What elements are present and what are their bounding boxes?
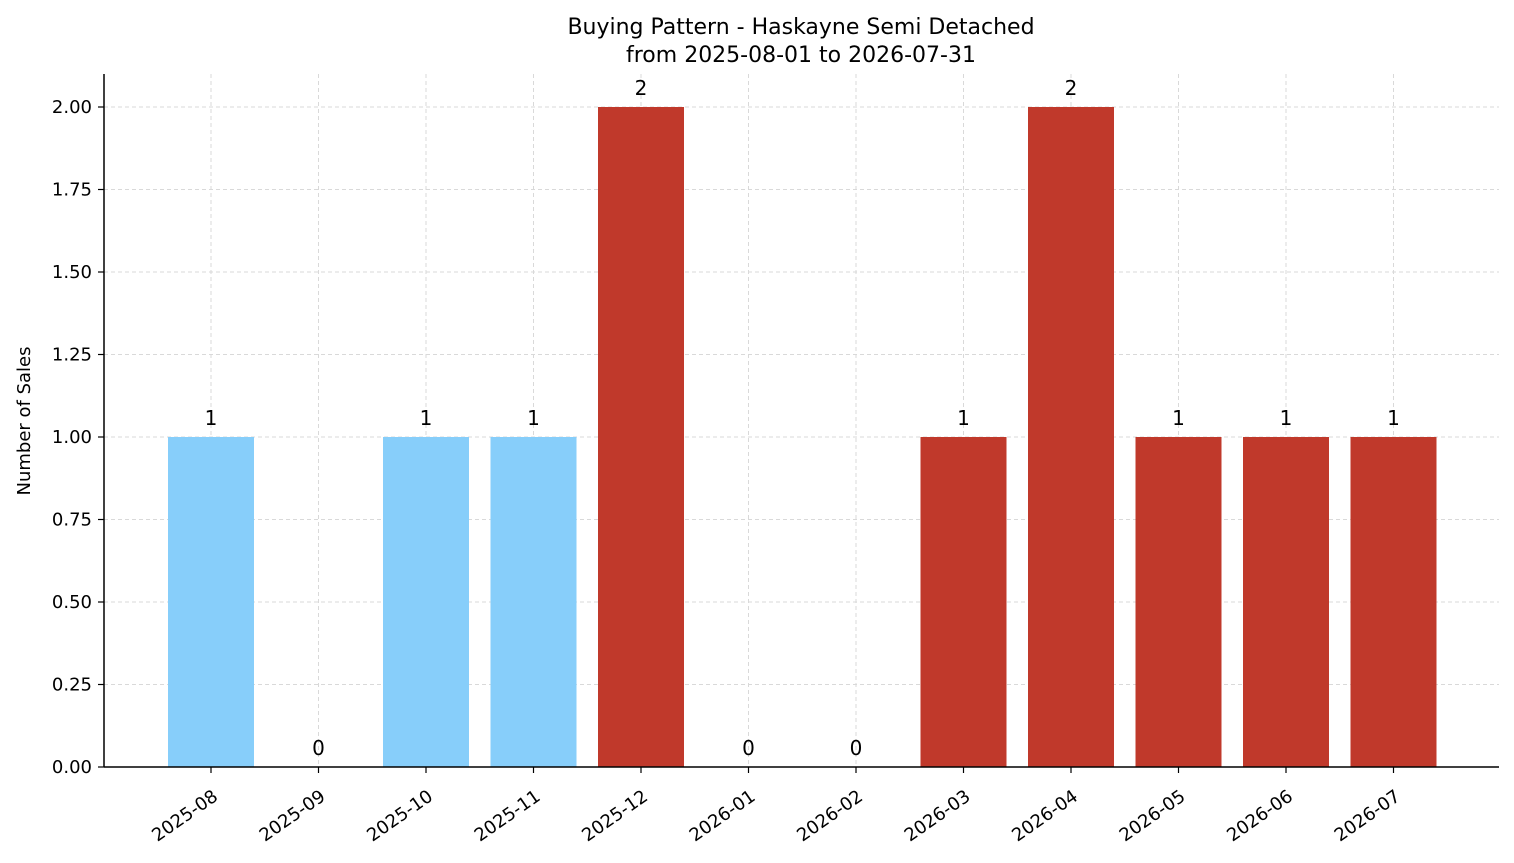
y-tick-label: 1.50: [52, 262, 92, 283]
x-tick-label: 2025-10: [363, 786, 437, 846]
x-tick-label: 2026-01: [686, 786, 760, 846]
bar-2025-11: [490, 437, 577, 767]
data-label-2025-08: 1: [205, 406, 218, 430]
bar-2026-07: [1350, 437, 1437, 767]
bar-2026-06: [1243, 437, 1329, 767]
x-tick-label: 2026-07: [1331, 786, 1405, 846]
data-label-2026-05: 1: [1172, 406, 1185, 430]
x-tick-label: 2025-08: [148, 786, 222, 846]
data-label-2025-11: 1: [527, 406, 540, 430]
data-label-2026-03: 1: [957, 406, 970, 430]
data-label-2026-04: 2: [1065, 76, 1078, 100]
bar-2025-08: [168, 437, 254, 767]
bar-2025-12: [598, 107, 684, 767]
y-tick-label: 1.00: [52, 427, 92, 448]
bars: [168, 107, 1437, 767]
y-ticks: 0.00 0.25 0.50 0.75 1.00 1.25 1.50 1.75 2.00: [52, 97, 104, 778]
data-labels: 1 0 1 1 2 0 0 1 2 1 1 1: [205, 76, 1400, 760]
y-axis-label: Number of Sales: [14, 346, 35, 495]
x-tick-label: 2026-05: [1116, 786, 1190, 846]
x-tick-label: 2026-06: [1223, 786, 1297, 846]
y-tick-label: 1.75: [52, 180, 92, 201]
chart-subtitle: from 2025-08-01 to 2026-07-31: [626, 43, 976, 68]
y-tick-label: 0.25: [52, 675, 92, 696]
y-tick-label: 0.75: [52, 510, 92, 531]
x-tick-label: 2025-12: [578, 786, 652, 846]
x-tick-label: 2025-11: [471, 786, 545, 846]
bar-2026-04: [1028, 107, 1114, 767]
data-label-2025-09: 0: [312, 736, 325, 760]
data-label-2026-06: 1: [1280, 406, 1293, 430]
x-tick-label: 2026-03: [901, 786, 975, 846]
y-tick-label: 2.00: [52, 97, 92, 118]
y-tick-label: 0.50: [52, 592, 92, 613]
data-label-2026-01: 0: [742, 736, 755, 760]
chart-title: Buying Pattern - Haskayne Semi Detached: [567, 15, 1034, 40]
data-label-2026-02: 0: [850, 736, 863, 760]
x-ticks: 2025-08 2025-09 2025-10 2025-11 2025-12 2026-…: [148, 767, 1404, 846]
x-tick-label: 2026-02: [793, 786, 867, 846]
data-label-2025-10: 1: [420, 406, 433, 430]
y-tick-label: 0.00: [52, 757, 92, 778]
y-tick-label: 1.25: [52, 345, 92, 366]
x-tick-label: 2025-09: [256, 786, 330, 846]
data-label-2025-12: 2: [635, 76, 648, 100]
data-label-2026-07: 1: [1387, 406, 1400, 430]
bar-2025-10: [383, 437, 469, 767]
x-tick-label: 2026-04: [1008, 786, 1082, 846]
bar-2026-03: [920, 437, 1007, 767]
bar-2026-05: [1135, 437, 1222, 767]
